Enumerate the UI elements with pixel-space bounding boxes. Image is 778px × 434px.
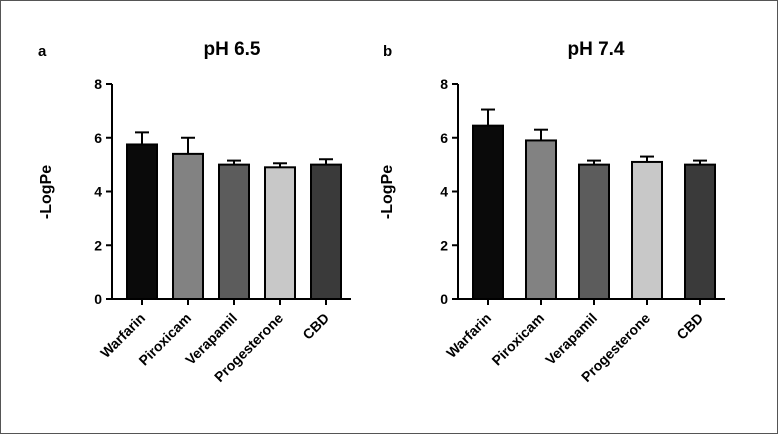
x-tick-label: CBD [673, 310, 706, 343]
bar [578, 163, 610, 300]
x-tick-label: CBD [299, 310, 332, 343]
bar [218, 163, 250, 300]
bar [126, 143, 158, 300]
y-tick-label: 8 [440, 76, 448, 92]
panel-a: a pH 6.5-LogPe02468WarfarinPiroxicamVerap… [38, 39, 351, 385]
y-tick-label: 6 [440, 130, 448, 146]
y-tick-label: 4 [94, 184, 102, 200]
panel-b: b pH 7.4-LogPe02468WarfarinPiroxicamVerap… [379, 39, 725, 385]
chart-title: pH 6.5 [203, 39, 260, 60]
y-tick-label: 2 [94, 237, 102, 253]
y-tick-label: 6 [94, 130, 102, 146]
y-tick-label: 0 [94, 291, 102, 307]
x-tick-label: Warfarin [443, 310, 494, 361]
bar [264, 166, 296, 300]
bar [631, 160, 663, 300]
chart-title: pH 7.4 [567, 39, 624, 60]
y-axis-label: -LogPe [38, 165, 55, 219]
y-tick-label: 4 [440, 184, 448, 200]
y-tick-label: 0 [440, 291, 448, 307]
bar [525, 139, 557, 300]
bar [172, 152, 204, 300]
panel-letter: b [383, 43, 392, 60]
bar [684, 163, 716, 300]
y-tick-label: 8 [94, 76, 102, 92]
y-axis-label: -LogPe [379, 165, 396, 219]
bar [310, 163, 342, 300]
x-tick-label: Piroxicam [488, 310, 547, 369]
y-tick-label: 2 [440, 237, 448, 253]
panel-letter: a [38, 43, 47, 60]
bar [472, 124, 504, 300]
